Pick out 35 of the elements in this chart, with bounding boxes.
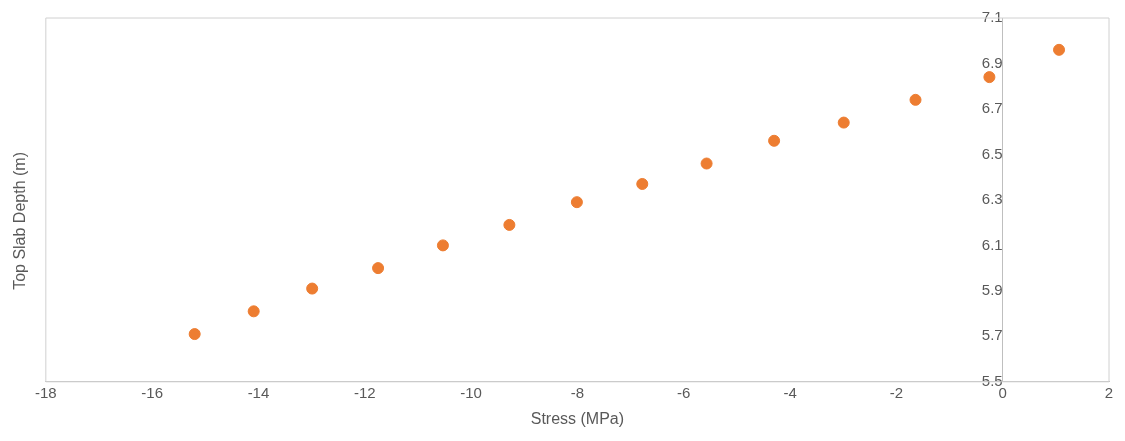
point xyxy=(700,157,713,170)
x-tick-label: -16 xyxy=(141,383,163,401)
point xyxy=(372,262,385,275)
point xyxy=(503,218,516,231)
x-tick-label: -10 xyxy=(460,383,482,401)
x-axis-title: Stress (MPa) xyxy=(530,409,625,427)
point xyxy=(983,71,996,84)
y-tick-label: 6.5 xyxy=(981,144,1003,162)
point xyxy=(909,93,922,106)
point xyxy=(837,116,850,129)
y-tick-label: 6.3 xyxy=(981,190,1003,208)
point xyxy=(1053,43,1066,56)
point xyxy=(306,282,319,295)
y-axis-title: Top Slab Depth (m) xyxy=(11,151,29,290)
y-tick-label: 7.1 xyxy=(981,8,1003,26)
y-tick-label: 5.9 xyxy=(981,280,1003,298)
x-tick-label: 2 xyxy=(1104,383,1114,401)
point xyxy=(768,134,781,147)
x-tick-label: -12 xyxy=(353,383,376,401)
y-tick-label: 6.7 xyxy=(981,99,1003,117)
x-tick-label: -2 xyxy=(889,383,904,401)
point xyxy=(636,177,649,190)
x-tick-label: -8 xyxy=(570,383,585,401)
x-tick-label: -4 xyxy=(783,383,797,401)
x-tick-label: -6 xyxy=(677,383,691,401)
point xyxy=(436,239,449,252)
point xyxy=(247,305,260,318)
y-tick-label: 6.1 xyxy=(981,235,1003,253)
x-tick-label: -14 xyxy=(247,383,270,401)
y-tick-label: 5.5 xyxy=(981,371,1003,389)
y-tick-label: 5.7 xyxy=(981,326,1003,344)
point xyxy=(570,196,583,209)
x-tick-label: -18 xyxy=(35,383,57,401)
point xyxy=(188,328,201,341)
y-tick-label: 6.9 xyxy=(981,53,1003,71)
